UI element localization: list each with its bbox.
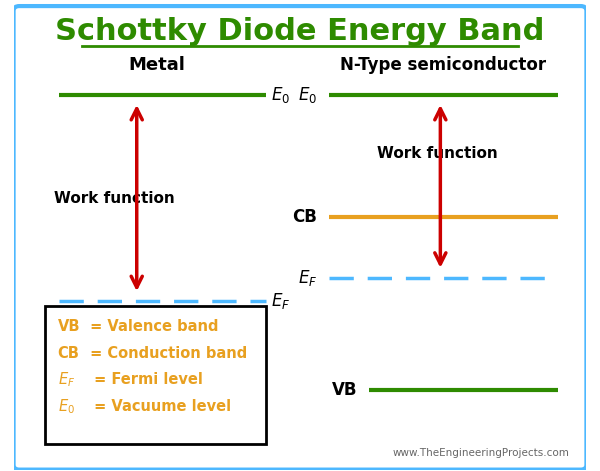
Text: Work function: Work function	[377, 146, 498, 161]
Text: CB: CB	[292, 208, 317, 226]
Text: $E_F$: $E_F$	[58, 370, 75, 389]
Text: $E_0$: $E_0$	[58, 397, 74, 416]
FancyBboxPatch shape	[14, 6, 586, 470]
Text: = Fermi level: = Fermi level	[89, 372, 203, 387]
Text: $E_0$: $E_0$	[271, 85, 290, 105]
Text: CB: CB	[58, 346, 80, 361]
Text: = Conduction band: = Conduction band	[85, 346, 247, 361]
Text: = Valence band: = Valence band	[85, 319, 218, 334]
Text: = Vacuume level: = Vacuume level	[89, 399, 232, 414]
Text: $E_0$: $E_0$	[298, 85, 317, 105]
Text: $E_F$: $E_F$	[298, 268, 317, 288]
Text: www.TheEngineeringProjects.com: www.TheEngineeringProjects.com	[392, 448, 569, 458]
Text: Schottky Diode Energy Band: Schottky Diode Energy Band	[55, 17, 545, 46]
Text: Metal: Metal	[128, 56, 185, 73]
FancyBboxPatch shape	[45, 306, 266, 444]
Text: Work function: Work function	[53, 191, 175, 205]
Text: VB: VB	[332, 381, 357, 399]
Text: $E_F$: $E_F$	[271, 291, 290, 311]
Text: VB: VB	[58, 319, 80, 334]
Text: N-Type semiconductor: N-Type semiconductor	[340, 56, 546, 73]
